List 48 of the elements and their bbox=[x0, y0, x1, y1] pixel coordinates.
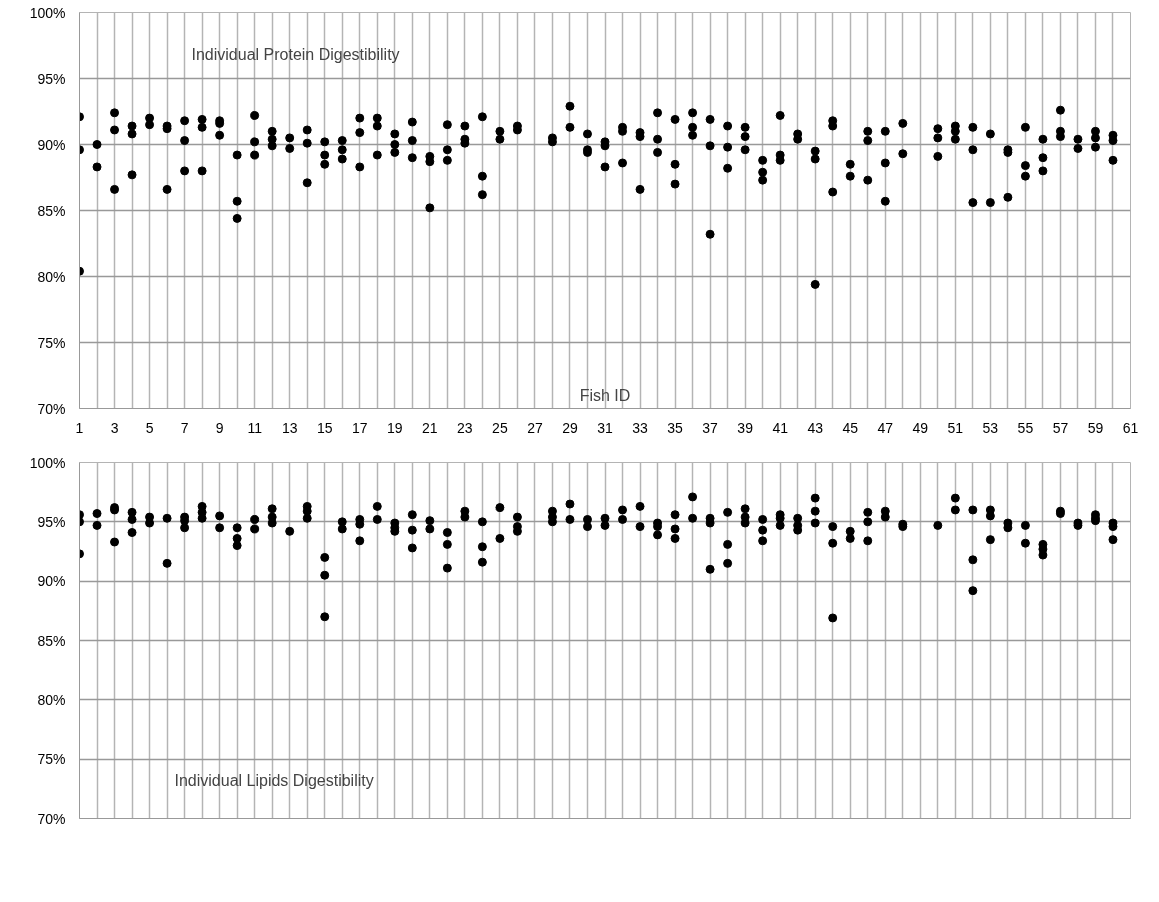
y-tick-label: 70% bbox=[37, 400, 66, 417]
x-tick-label: 47 bbox=[877, 419, 894, 436]
x-tick-label: 21 bbox=[422, 419, 438, 436]
y-tick-label: 100% bbox=[29, 4, 66, 21]
x-tick-label: 61 bbox=[1122, 419, 1139, 436]
x-tick-label: 27 bbox=[527, 419, 543, 436]
y-tick-label: 75% bbox=[37, 751, 66, 768]
x-axis-title: Fish ID bbox=[579, 386, 631, 404]
x-tick-label: 45 bbox=[842, 419, 859, 436]
x-tick-label: 1 bbox=[75, 419, 84, 436]
x-tick-label: 39 bbox=[737, 419, 754, 436]
x-tick-label: 59 bbox=[1087, 419, 1104, 436]
y-tick-label: 95% bbox=[37, 513, 66, 530]
x-tick-label: 41 bbox=[772, 419, 789, 436]
x-tick-label: 49 bbox=[912, 419, 929, 436]
x-tick-label: 13 bbox=[281, 419, 298, 436]
x-tick-label: 35 bbox=[667, 419, 684, 436]
y-tick-label: 85% bbox=[37, 202, 66, 219]
x-tick-label: 57 bbox=[1052, 419, 1069, 436]
x-tick-label: 37 bbox=[702, 419, 719, 436]
y-tick-label: 75% bbox=[37, 334, 66, 351]
x-tick-label: 23 bbox=[457, 419, 473, 436]
x-tick-label: 31 bbox=[597, 419, 613, 436]
x-tick-label: 9 bbox=[215, 419, 224, 436]
y-tick-label: 70% bbox=[37, 810, 66, 827]
x-tick-label: 7 bbox=[180, 419, 189, 436]
text: Individual Lipids Digestibility bbox=[174, 771, 374, 789]
x-tick-label: 3 bbox=[110, 419, 119, 436]
x-tick-label: 19 bbox=[387, 419, 403, 436]
x-tick-label: 17 bbox=[351, 419, 368, 436]
x-tick-label: 33 bbox=[632, 419, 649, 436]
x-tick-label: 15 bbox=[316, 419, 333, 436]
y-tick-label: 80% bbox=[37, 691, 66, 708]
x-tick-label: 29 bbox=[562, 419, 578, 436]
text: Individual Protein Digestibility bbox=[191, 45, 400, 63]
y-tick-label: 90% bbox=[37, 573, 66, 590]
x-tick-label: 53 bbox=[982, 419, 999, 436]
x-tick-label: 11 bbox=[247, 419, 263, 436]
x-tick-label: 55 bbox=[1017, 419, 1034, 436]
x-tick-label: 43 bbox=[807, 419, 824, 436]
y-tick-label: 80% bbox=[37, 268, 66, 285]
x-tick-label: 25 bbox=[492, 419, 508, 436]
x-tick-label: 51 bbox=[947, 419, 964, 436]
y-tick-label: 100% bbox=[29, 454, 66, 471]
x-tick-label: 5 bbox=[145, 419, 154, 436]
y-tick-label: 90% bbox=[37, 136, 66, 153]
y-tick-label: 85% bbox=[37, 632, 66, 649]
y-tick-label: 95% bbox=[37, 70, 66, 87]
